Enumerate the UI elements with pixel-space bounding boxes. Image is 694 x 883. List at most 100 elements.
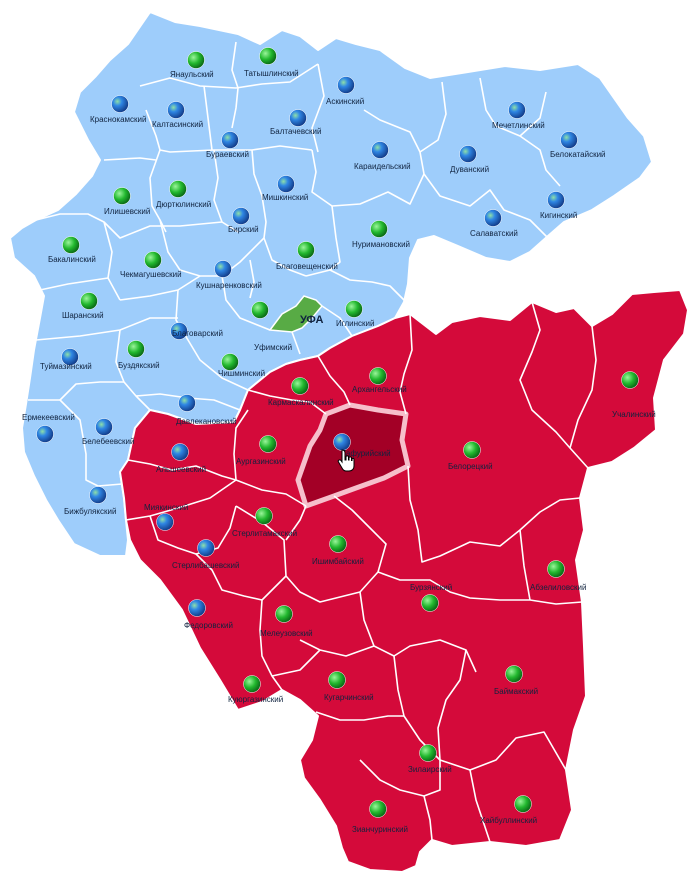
district-marker-sharan[interactable]: [80, 292, 98, 310]
district-marker-kugarchi[interactable]: [328, 671, 346, 689]
district-marker-dyurtyuli[interactable]: [169, 180, 187, 198]
district-label-sterlitamak[interactable]: Стерлитамакский: [232, 529, 297, 538]
district-marker-sterlitamak[interactable]: [255, 507, 273, 525]
district-marker-duvan[interactable]: [459, 145, 477, 163]
district-label-karmaskaly[interactable]: Кармаскалинский: [268, 398, 334, 407]
district-marker-ishimbay[interactable]: [329, 535, 347, 553]
district-marker-birsk[interactable]: [232, 207, 250, 225]
ufa-city-label[interactable]: УФА: [300, 314, 324, 326]
district-label-mechetlino[interactable]: Мечетлинский: [492, 121, 545, 130]
district-marker-mishkino[interactable]: [277, 175, 295, 193]
district-marker-burayevo[interactable]: [221, 131, 239, 149]
district-marker-tuymazy[interactable]: [61, 348, 79, 366]
region-gafury-highlight[interactable]: [295, 402, 411, 509]
district-marker-chekmagush[interactable]: [144, 251, 162, 269]
district-marker-kaltasy[interactable]: [167, 101, 185, 119]
district-marker-blagoveshchensk[interactable]: [297, 241, 315, 259]
district-label-belebey[interactable]: Белебеевский: [82, 437, 134, 446]
district-label-alsheevo[interactable]: Альшеевский: [156, 465, 206, 474]
district-marker-abzelilovo[interactable]: [547, 560, 565, 578]
district-label-iglino[interactable]: Иглинский: [336, 319, 374, 328]
district-marker-davlekanovo[interactable]: [178, 394, 196, 412]
district-label-tuymazy[interactable]: Туймазинский: [40, 362, 92, 371]
district-marker-sterlibashevo[interactable]: [197, 539, 215, 557]
district-label-meleuz[interactable]: Мелеузовский: [260, 629, 313, 638]
district-label-salavat[interactable]: Салаватский: [470, 229, 518, 238]
district-label-nurimanovo[interactable]: Нуримановский: [352, 240, 410, 249]
district-label-birsk[interactable]: Бирский: [228, 225, 259, 234]
district-label-blagovar[interactable]: Благоварский: [172, 329, 223, 338]
district-marker-chishmy[interactable]: [221, 353, 239, 371]
district-label-arkhangelsk[interactable]: Архангельский: [352, 385, 407, 394]
district-label-karaidel[interactable]: Караидельский: [354, 162, 411, 171]
district-marker-fyodorovka[interactable]: [188, 599, 206, 617]
district-marker-kiginsky[interactable]: [547, 191, 565, 209]
district-label-baymak[interactable]: Баймакский: [494, 687, 538, 696]
district-marker-tatyshly[interactable]: [259, 47, 277, 65]
district-marker-yermekeevo[interactable]: [36, 425, 54, 443]
district-label-ilishevo[interactable]: Илишевский: [104, 207, 150, 216]
district-marker-khaybullino[interactable]: [514, 795, 532, 813]
district-marker-yanaul[interactable]: [187, 51, 205, 69]
district-marker-aurgazy[interactable]: [259, 435, 277, 453]
district-label-dyurtyuli[interactable]: Дюртюлинский: [156, 200, 211, 209]
district-label-kuyurgaza[interactable]: Куюргазинский: [228, 695, 283, 704]
district-label-burayevo[interactable]: Бураевский: [206, 150, 249, 159]
district-marker-zilair[interactable]: [419, 744, 437, 762]
district-label-kugarchi[interactable]: Кугарчинский: [324, 693, 374, 702]
district-label-krasnokamsk[interactable]: Краснокамский: [90, 115, 147, 124]
district-label-yanaul[interactable]: Янаульский: [170, 70, 214, 79]
district-marker-askino[interactable]: [337, 76, 355, 94]
district-marker-belokatay[interactable]: [560, 131, 578, 149]
district-marker-alsheevo[interactable]: [171, 443, 189, 461]
district-marker-blagovar[interactable]: [170, 322, 188, 340]
district-label-tatyshly[interactable]: Татышлинский: [244, 69, 299, 78]
district-marker-ufimsky[interactable]: [251, 301, 269, 319]
ufa-city-shape[interactable]: [268, 295, 324, 333]
district-label-chishmy[interactable]: Чишминский: [218, 369, 265, 378]
district-marker-salavat[interactable]: [484, 209, 502, 227]
district-label-sharan[interactable]: Шаранский: [62, 311, 104, 320]
district-marker-burzyan[interactable]: [421, 594, 439, 612]
district-marker-uchaly[interactable]: [621, 371, 639, 389]
region-south[interactable]: [119, 289, 689, 873]
district-label-ishimbay[interactable]: Ишимбайский: [312, 557, 364, 566]
district-label-kushnarenkovo[interactable]: Кушнаренковский: [196, 281, 262, 290]
district-label-fyodorovka[interactable]: Федоровский: [184, 621, 233, 630]
district-label-gafury[interactable]: Гафурийский: [342, 449, 391, 458]
district-label-aurgazy[interactable]: Аургазинский: [236, 457, 286, 466]
district-marker-bakaly[interactable]: [62, 236, 80, 254]
district-label-kaltasy[interactable]: Калтасинский: [152, 120, 203, 129]
district-marker-belebey[interactable]: [95, 418, 113, 436]
district-label-uchaly[interactable]: Учалинский: [612, 410, 656, 419]
district-label-bizhbulyak[interactable]: Бижбулякский: [64, 507, 116, 516]
district-marker-karaidel[interactable]: [371, 141, 389, 159]
district-label-duvan[interactable]: Дуванский: [450, 165, 489, 174]
district-marker-miyaki[interactable]: [156, 513, 174, 531]
district-label-davlekanovo[interactable]: Давлекановский: [176, 417, 237, 426]
district-label-ufimsky[interactable]: Уфимский: [254, 343, 292, 352]
district-label-yermekeevo[interactable]: Ермекеевский: [22, 413, 75, 422]
district-label-beloretsk[interactable]: Белорецкий: [448, 462, 493, 471]
district-marker-beloretsk[interactable]: [463, 441, 481, 459]
district-marker-buzdyak[interactable]: [127, 340, 145, 358]
district-label-bakaly[interactable]: Бакалинский: [48, 255, 96, 264]
district-label-zianchurino[interactable]: Зианчуринский: [352, 825, 408, 834]
district-marker-kuyurgaza[interactable]: [243, 675, 261, 693]
district-label-khaybullino[interactable]: Хайбуллинский: [480, 816, 537, 825]
district-marker-karmaskaly[interactable]: [291, 377, 309, 395]
district-marker-baltachevo[interactable]: [289, 109, 307, 127]
district-marker-krasnokamsk[interactable]: [111, 95, 129, 113]
district-marker-nurimanovo[interactable]: [370, 220, 388, 238]
district-label-mishkino[interactable]: Мишкинский: [262, 193, 308, 202]
district-marker-iglino[interactable]: [345, 300, 363, 318]
district-label-chekmagush[interactable]: Чекмагушевский: [120, 270, 182, 279]
district-label-abzelilovo[interactable]: Абзелиловский: [530, 583, 586, 592]
district-label-baltachevo[interactable]: Балтачевский: [270, 127, 321, 136]
district-marker-arkhangelsk[interactable]: [369, 367, 387, 385]
district-label-zilair[interactable]: Зилаирский: [408, 765, 452, 774]
district-label-askino[interactable]: Аскинский: [326, 97, 364, 106]
district-label-buzdyak[interactable]: Буздякский: [118, 361, 160, 370]
district-marker-ilishevo[interactable]: [113, 187, 131, 205]
district-label-blagoveshchensk[interactable]: Благовещенский: [276, 262, 338, 271]
